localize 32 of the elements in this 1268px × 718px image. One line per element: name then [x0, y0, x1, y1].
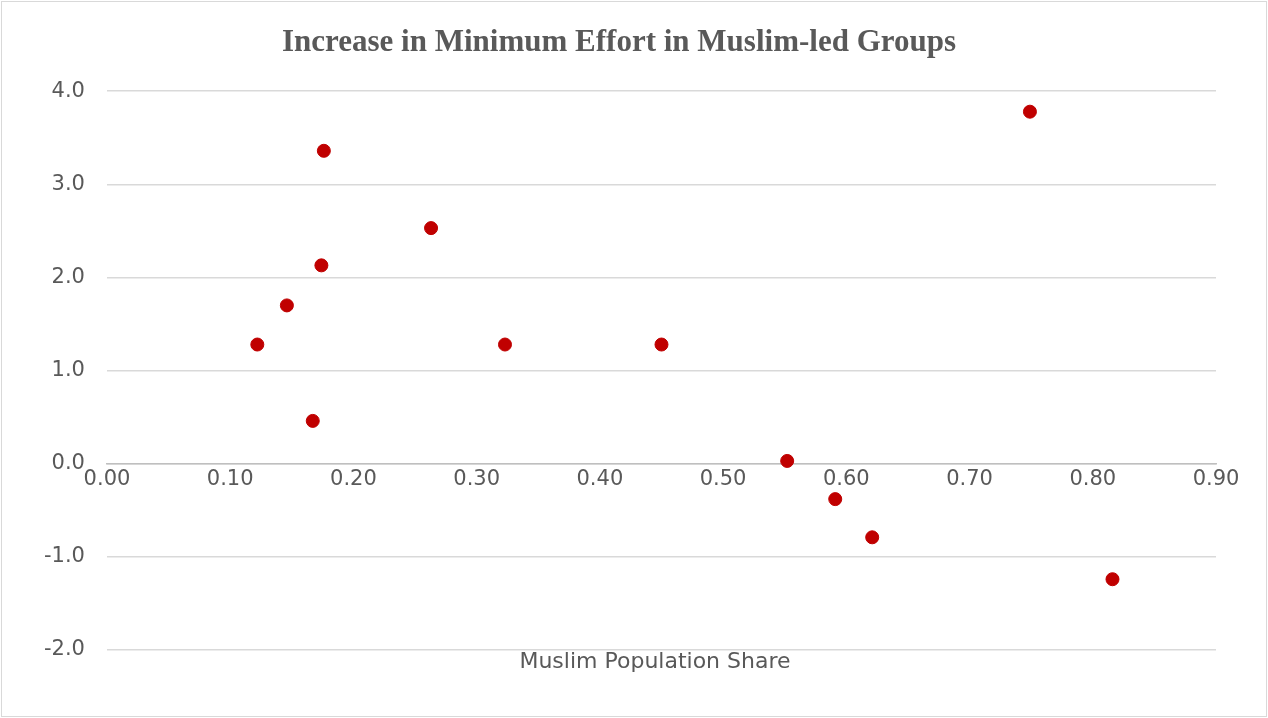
x-axis-title: Muslim Population Share [519, 648, 791, 673]
point [1022, 104, 1037, 119]
y-tick-label: 2.0 [51, 263, 85, 288]
x-tick-label: 0.80 [1069, 465, 1117, 490]
x-tick-label: 0.70 [946, 465, 993, 490]
chart-title: Increase in Minimum Effort in Muslim-led Groups [282, 22, 956, 58]
y-tick-label: 1.0 [51, 357, 85, 382]
point [250, 337, 265, 352]
y-tick-label: 3.0 [51, 170, 85, 195]
point [1105, 572, 1120, 587]
x-tick-label: 0.20 [330, 465, 377, 490]
point [780, 453, 795, 468]
point [305, 413, 320, 428]
point [314, 258, 329, 273]
point [279, 298, 294, 313]
x-tick-label: 0.40 [576, 465, 624, 490]
point [497, 337, 512, 352]
point [828, 492, 843, 507]
x-tick-label: 0.60 [822, 465, 870, 490]
y-tick-label: 0.0 [51, 450, 85, 475]
y-tick-label: 4.0 [51, 77, 85, 102]
point [424, 221, 439, 236]
x-tick-label: 0.10 [206, 465, 254, 490]
y-tick-label: -2.0 [43, 636, 85, 661]
y-tick-label: -1.0 [43, 543, 85, 568]
x-tick-label: 0.90 [1192, 465, 1240, 490]
x-tick-label: 0.50 [699, 465, 747, 490]
x-tick-label: 0.00 [83, 465, 131, 490]
x-tick-label: 0.30 [453, 465, 501, 490]
point [316, 143, 331, 158]
point [654, 337, 669, 352]
point [865, 530, 880, 545]
